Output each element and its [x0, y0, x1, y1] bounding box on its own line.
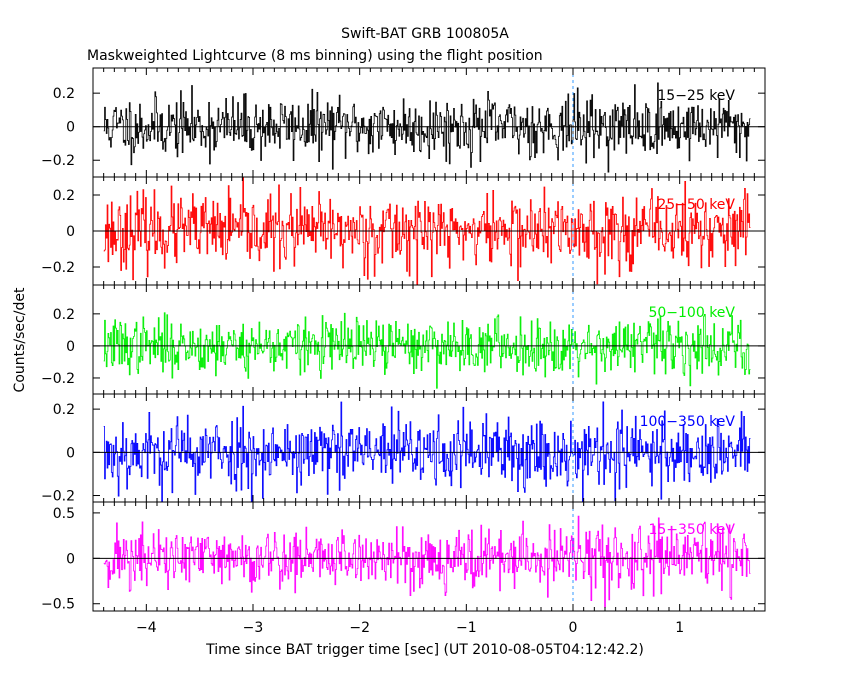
y-tick-label: 0.2 — [53, 307, 75, 323]
chart-subtitle: Maskweighted Lightcurve (8 ms binning) u… — [87, 48, 543, 64]
panel-15-25-kev: −0.2 0 0.2 15−25 keV — [41, 67, 766, 178]
x-tick-label: −4 — [136, 620, 157, 636]
panel-25-50-kev: −0.2 0 0.2 25−50 keV — [41, 176, 766, 286]
panel-frame — [92, 501, 766, 612]
y-tick-label: 0 — [66, 224, 75, 240]
x-tick-label: 1 — [675, 620, 684, 636]
y-tick-label: 0.2 — [53, 188, 75, 204]
energy-band-label: 15−350 keV — [648, 522, 735, 538]
y-tick-label: 0.5 — [53, 506, 75, 522]
series-trace — [103, 176, 751, 285]
chart-title: Swift-BAT GRB 100805A — [341, 26, 509, 42]
series-trace — [103, 515, 751, 608]
y-tick-label: 0 — [66, 339, 75, 355]
series-trace — [103, 401, 751, 503]
x-axis-label: Time since BAT trigger time [sec] (UT 20… — [205, 642, 644, 658]
y-tick-label: 0.2 — [53, 402, 75, 418]
series-trace — [103, 82, 751, 173]
panel-50-100-kev: −0.2 0 0.2 50−100 keV — [41, 284, 766, 395]
panel-frame — [92, 284, 766, 395]
panels-layer: −0.2 0 0.2 15−25 keV −0.2 0 0.2 25−50 keV −0.2 0 0… — [41, 67, 766, 613]
panel-15-350-kev: −0.5 0 0.5 15−350 keV — [41, 501, 766, 613]
x-tick-label: −1 — [456, 620, 477, 636]
x-axis-ticks: −4 −3 −2 −1 0 1 — [136, 620, 684, 636]
y-tick-label: 0.2 — [53, 86, 75, 102]
x-tick-label: −2 — [349, 620, 370, 636]
panel-frame — [92, 393, 766, 503]
y-tick-label: −0.2 — [41, 371, 75, 387]
x-tick-label: −3 — [243, 620, 264, 636]
series-trace — [103, 312, 751, 389]
y-tick-label: −0.2 — [41, 153, 75, 169]
x-tick-label: 0 — [569, 620, 578, 636]
energy-band-label: 100−350 keV — [640, 414, 736, 430]
y-axis-label: Counts/sec/det — [12, 287, 28, 392]
y-tick-label: 0 — [66, 120, 75, 136]
y-tick-label: 0 — [66, 551, 75, 567]
y-tick-label: −0.2 — [41, 260, 75, 276]
y-tick-label: −0.5 — [41, 597, 75, 613]
energy-band-label: 15−25 keV — [657, 88, 735, 104]
y-tick-label: −0.2 — [41, 489, 75, 505]
energy-band-label: 25−50 keV — [657, 197, 735, 213]
y-tick-label: 0 — [66, 445, 75, 461]
energy-band-label: 50−100 keV — [648, 305, 735, 321]
panel-100-350-kev: −0.2 0 0.2 100−350 keV — [41, 393, 766, 505]
